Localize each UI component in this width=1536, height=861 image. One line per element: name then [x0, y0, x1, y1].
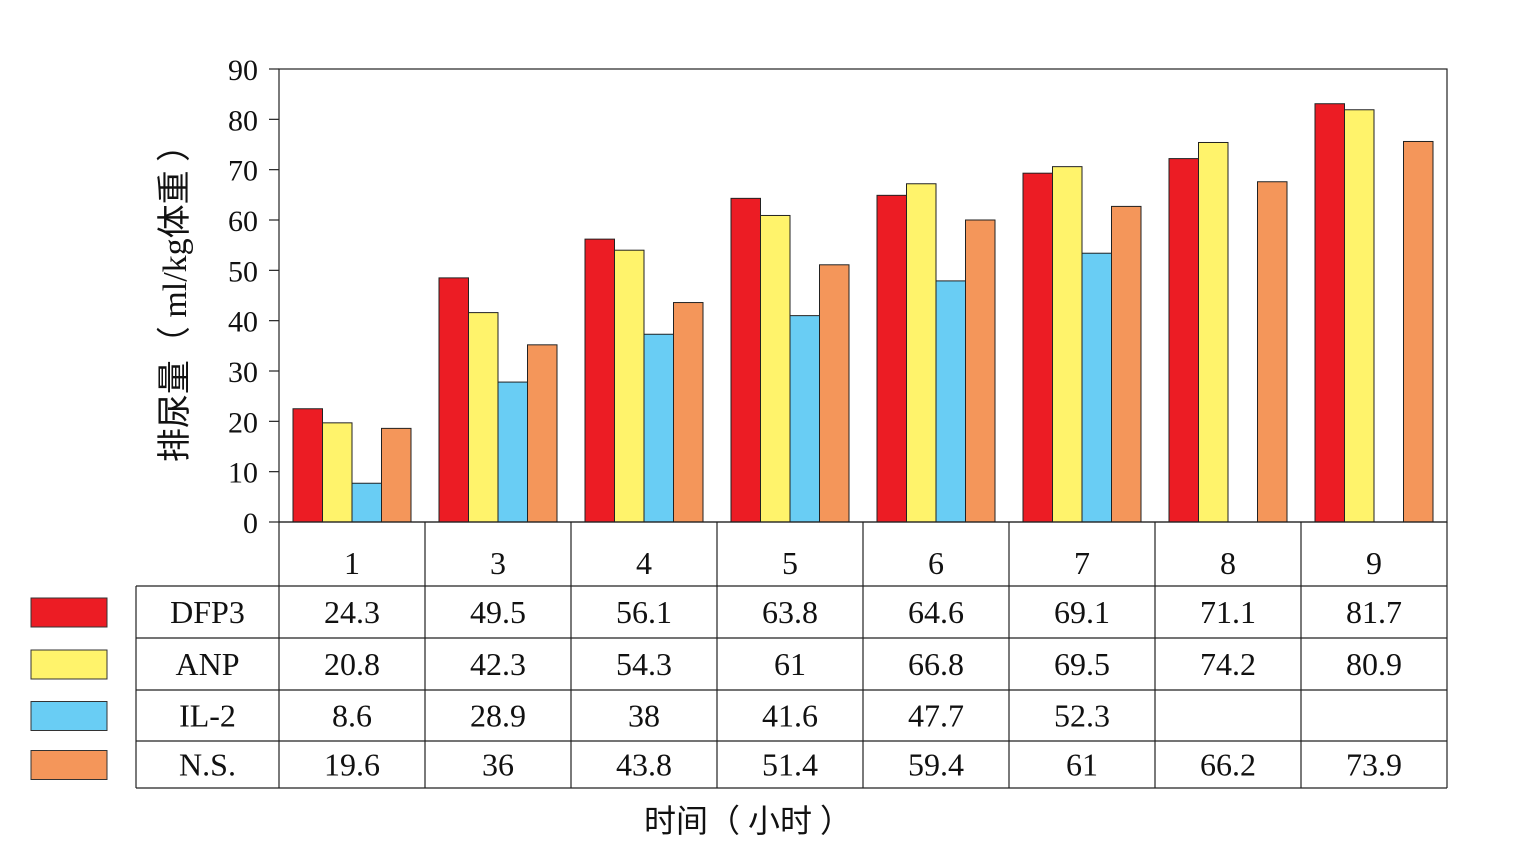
bar-ns-6	[965, 219, 996, 523]
bar-il2-3	[497, 381, 528, 523]
table-cell-value: 20.8	[324, 646, 380, 682]
bar-dfp3-5	[730, 197, 761, 523]
bar-anp-1	[322, 422, 353, 523]
category-label: 6	[928, 545, 944, 581]
bar-ns-5	[819, 264, 850, 523]
table-cell-value: 43.8	[616, 747, 672, 783]
y-tick-label: 30	[228, 356, 258, 389]
bar-il2-5	[789, 315, 820, 523]
bar-ns-9	[1403, 140, 1434, 523]
table-cell-value: 81.7	[1346, 594, 1402, 630]
table-cell-value: 19.6	[324, 747, 380, 783]
table-cell-value: 69.5	[1054, 646, 1110, 682]
table-cell-value: 36	[482, 747, 514, 783]
table-cell-value: 47.7	[908, 698, 964, 734]
table-cell-value: 74.2	[1200, 646, 1256, 682]
category-label: 5	[782, 545, 798, 581]
category-label: 7	[1074, 545, 1090, 581]
table-cell-value: 61	[1066, 747, 1098, 783]
table-cell-value: 69.1	[1054, 594, 1110, 630]
y-axis: 0 10 20 30 40 50 60 70 80 90	[228, 54, 1448, 540]
bar-anp-9	[1344, 109, 1375, 523]
table-cell-value: 24.3	[324, 594, 380, 630]
y-tick-label: 40	[228, 306, 258, 339]
legend-label: DFP3	[170, 594, 245, 630]
table-cell-value: 8.6	[332, 698, 372, 734]
table-cell-value: 61	[774, 646, 806, 682]
legend-label: IL-2	[179, 698, 236, 734]
bar-anp-4	[614, 249, 645, 523]
category-label: 8	[1220, 545, 1236, 581]
bar-il2-6	[935, 280, 966, 523]
table-cell-value: 41.6	[762, 698, 818, 734]
bar-ns-3	[527, 344, 558, 523]
table-cell-value: 63.8	[762, 594, 818, 630]
table-cell-value: 49.5	[470, 594, 526, 630]
bar-anp-6	[906, 183, 937, 523]
table-cell-value: 66.8	[908, 646, 964, 682]
table-cell-value: 42.3	[470, 646, 526, 682]
y-axis-label: 排尿量（ ml/kg体重 ）	[156, 128, 194, 462]
bar-il2-4	[643, 333, 674, 523]
bar-il2-1	[351, 482, 382, 523]
table-cell-value: 64.6	[908, 594, 964, 630]
table-cell-value: 38	[628, 698, 660, 734]
legend-swatch-ns	[30, 750, 108, 780]
table-cell-value: 52.3	[1054, 698, 1110, 734]
bar-ns-7	[1111, 205, 1142, 523]
bar-ns-4	[673, 302, 704, 523]
table-cell-value: 28.9	[470, 698, 526, 734]
bar-anp-3	[468, 312, 499, 523]
x-axis-label: 时间（ 小时 ）	[644, 803, 852, 839]
y-tick-label: 60	[228, 205, 258, 238]
y-tick-label: 70	[228, 155, 258, 188]
data-table: 1 3 4 5 6 7 8 9 DFP3 24.3 49.5 56.1 63.8 64.6 69.1 71.1…	[30, 521, 1448, 789]
bar-dfp3-3	[438, 277, 469, 523]
table-cell-value: 73.9	[1346, 747, 1402, 783]
bar-dfp3-8	[1168, 158, 1199, 523]
bar-dfp3-6	[876, 194, 907, 523]
legend-swatch-anp	[30, 649, 108, 680]
legend-label: ANP	[175, 646, 239, 682]
bars-layer	[292, 103, 1434, 523]
category-label: 3	[490, 545, 506, 581]
legend-swatch-dfp3	[30, 597, 108, 628]
y-tick-label: 10	[228, 457, 258, 490]
bar-anp-8	[1198, 141, 1229, 523]
category-label: 9	[1366, 545, 1382, 581]
y-tick-label: 90	[228, 54, 258, 87]
bar-dfp3-7	[1022, 172, 1053, 523]
table-cell-value: 54.3	[616, 646, 672, 682]
bar-dfp3-1	[292, 408, 323, 523]
category-label: 1	[344, 545, 360, 581]
bar-dfp3-9	[1314, 103, 1345, 523]
table-cell-value: 51.4	[762, 747, 818, 783]
bar-anp-7	[1052, 166, 1083, 523]
bar-ns-8	[1257, 181, 1288, 523]
bar-anp-5	[760, 214, 791, 523]
bar-il2-7	[1081, 252, 1112, 523]
bar-ns-1	[381, 427, 412, 523]
table-cell-value: 71.1	[1200, 594, 1256, 630]
legend-swatch-il2	[30, 701, 108, 731]
y-tick-label: 0	[243, 507, 258, 540]
y-tick-label: 80	[228, 104, 258, 137]
bar-dfp3-4	[584, 238, 615, 523]
table-cell-value: 80.9	[1346, 646, 1402, 682]
y-tick-label: 50	[228, 255, 258, 288]
table-cell-value: 66.2	[1200, 747, 1256, 783]
legend-label: N.S.	[179, 747, 236, 783]
table-cell-value: 56.1	[616, 594, 672, 630]
category-label: 4	[636, 545, 652, 581]
y-tick-label: 20	[228, 406, 258, 439]
table-cell-value: 59.4	[908, 747, 964, 783]
